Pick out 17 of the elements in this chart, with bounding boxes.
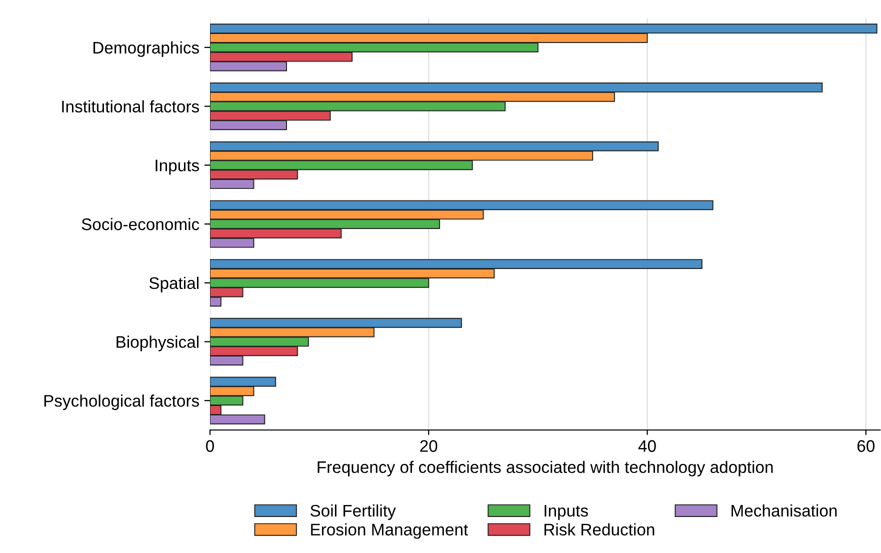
x-axis-title: Frequency of coefficients associated with technology adoption bbox=[318, 460, 773, 476]
y-tick-label: Spatial bbox=[149, 276, 198, 292]
y-tick-label: Demographics bbox=[94, 41, 199, 57]
y-tick-label: Inputs bbox=[156, 160, 199, 175]
x-tick-label: 20 bbox=[420, 440, 438, 452]
legend-label: Erosion Management bbox=[311, 523, 468, 539]
y-tick-label: Psychological factors bbox=[44, 394, 199, 410]
x-tick-label: 40 bbox=[638, 440, 656, 452]
legend-label: Mechanisation bbox=[732, 504, 837, 517]
legend-label: Soil Fertility bbox=[310, 504, 396, 520]
legend-label: Risk Reduction bbox=[544, 523, 654, 536]
y-tick-label: Institutional factors bbox=[62, 100, 199, 112]
y-tick-label: Biophysical bbox=[116, 336, 198, 352]
legend-label: Inputs bbox=[544, 505, 588, 520]
x-tick-label: 0 bbox=[206, 440, 214, 452]
x-tick-label: 60 bbox=[857, 440, 875, 452]
y-tick-label: Socio-economic bbox=[82, 218, 200, 230]
